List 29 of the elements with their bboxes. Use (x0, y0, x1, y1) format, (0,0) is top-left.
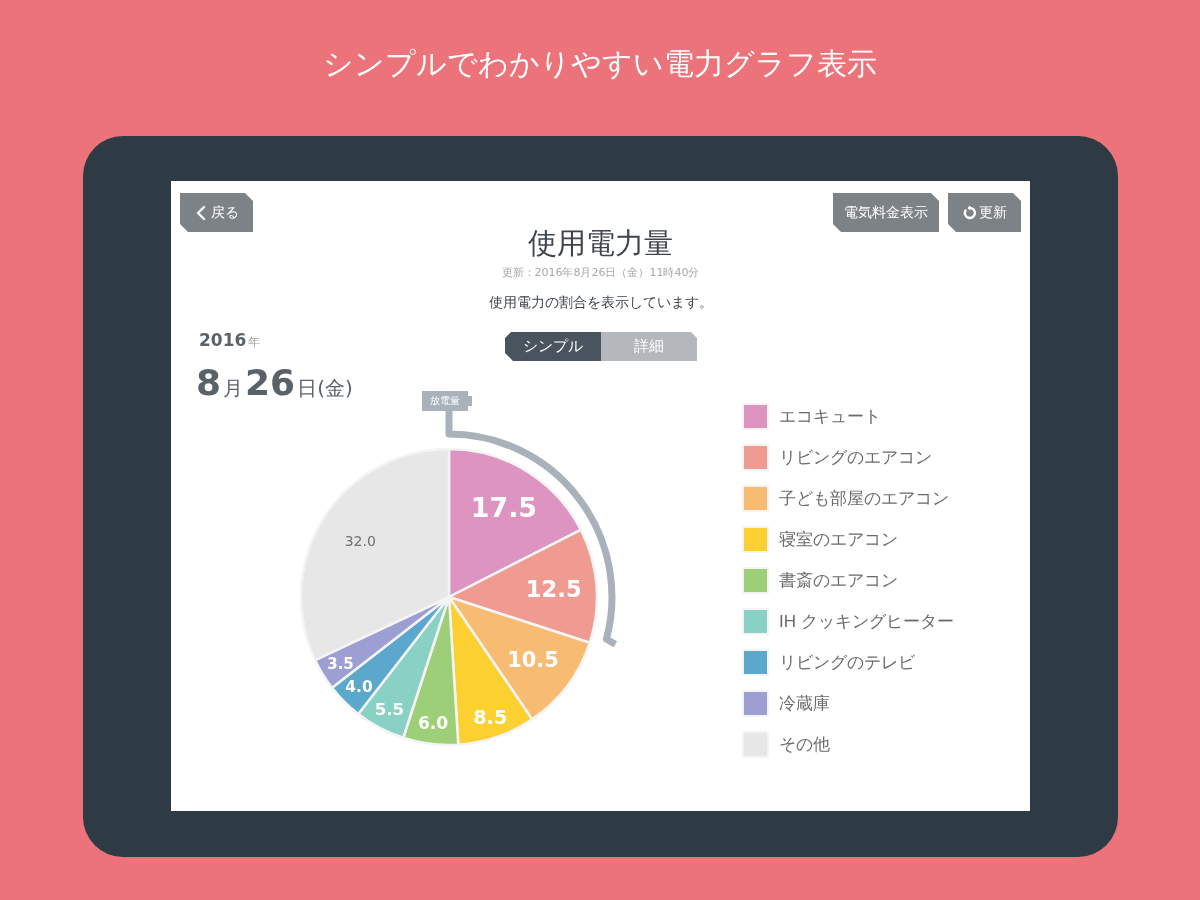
data-label: 3.5 (327, 654, 354, 673)
text: シンプルでわかりやすい電力グラフ表示 (322, 45, 878, 83)
button: 電気料金表示 (833, 193, 939, 232)
text: 放電量 (422, 391, 468, 411)
data-label: 4.0 (345, 678, 373, 696)
text: 更新：2016年8月26日（金）11時40分 (500, 266, 701, 280)
legend-label: 子ども部屋のエアコン (779, 489, 949, 508)
back-button: 戻る (180, 193, 253, 232)
text: 2016年 (199, 330, 261, 350)
legend-label: エコキュート (779, 407, 881, 426)
legend-label: リビングのエアコン (779, 448, 932, 467)
refresh-button: 更新 (948, 193, 1021, 232)
data-label: 32.0 (344, 532, 376, 549)
legend-label: IH クッキングヒーター (779, 612, 954, 631)
chart-subtitle: 使用電力の割合を表示しています。 (487, 293, 714, 312)
legend-label: 書斎のエアコン (779, 571, 898, 590)
data-label: 5.5 (374, 699, 405, 719)
data-label: 12.5 (525, 575, 582, 602)
tab: 詳細 (601, 332, 697, 361)
data-label: 17.5 (470, 491, 538, 523)
legend-label: 寝室のエアコン (779, 530, 898, 549)
legend-label: その他 (779, 735, 830, 754)
data-label: 8.5 (473, 705, 508, 729)
chart-title: 使用電力量 (527, 225, 674, 261)
legend-label: 冷蔵庫 (779, 694, 830, 713)
data-label: 6.0 (417, 713, 449, 734)
tab: シンプル (505, 332, 601, 361)
legend-label: リビングのテレビ (779, 653, 916, 672)
data-label: 10.5 (507, 648, 559, 673)
